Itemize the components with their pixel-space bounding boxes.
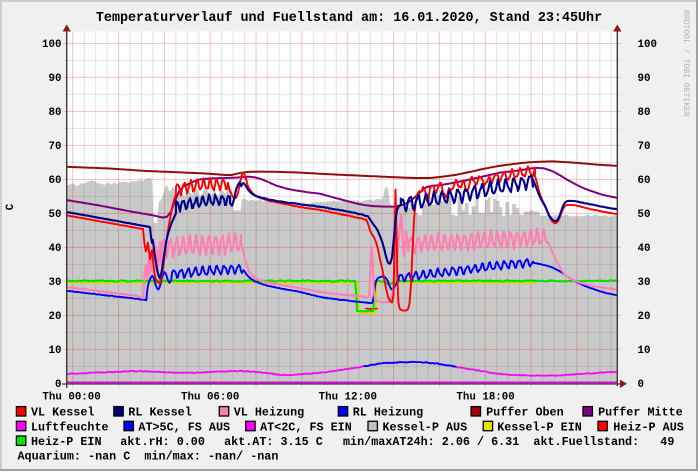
svg-text:Puffer Mitte: Puffer Mitte <box>598 406 683 420</box>
svg-text:10: 10 <box>49 345 62 357</box>
svg-text:AT>5C, FS AUS: AT>5C, FS AUS <box>138 420 230 434</box>
svg-text:Kessel-P AUS: Kessel-P AUS <box>383 420 468 434</box>
svg-text:Thu 18:00: Thu 18:00 <box>456 392 514 404</box>
svg-text:30: 30 <box>49 277 62 289</box>
svg-text:AT<2C, FS EIN: AT<2C, FS EIN <box>260 420 352 434</box>
svg-text:10: 10 <box>638 345 651 357</box>
svg-text:40: 40 <box>49 243 62 255</box>
svg-text:C: C <box>5 203 17 210</box>
svg-text:akt.AT: 3.15 C: akt.AT: 3.15 C <box>224 435 323 449</box>
svg-text:RL Heizung: RL Heizung <box>353 406 424 420</box>
svg-text:VL Heizung: VL Heizung <box>234 406 305 420</box>
svg-text:50: 50 <box>49 209 62 221</box>
svg-text:Puffer Oben: Puffer Oben <box>486 406 564 420</box>
svg-text:min/maxAT24h: 2.06 / 6.31: min/maxAT24h: 2.06 / 6.31 <box>343 435 519 449</box>
svg-text:50: 50 <box>638 209 651 221</box>
svg-text:Thu 00:00: Thu 00:00 <box>42 392 100 404</box>
svg-text:40: 40 <box>638 243 651 255</box>
svg-text:Thu 12:00: Thu 12:00 <box>319 392 377 404</box>
svg-text:Thu 06:00: Thu 06:00 <box>181 392 239 404</box>
svg-text:100: 100 <box>638 39 657 51</box>
svg-text:Heiz-P AUS: Heiz-P AUS <box>613 420 684 434</box>
svg-text:VL Kessel: VL Kessel <box>31 406 94 420</box>
svg-text:30: 30 <box>638 277 651 289</box>
svg-text:20: 20 <box>638 311 651 323</box>
svg-text:Kessel-P EIN: Kessel-P EIN <box>497 420 582 434</box>
svg-text:RRDTOOL / TOBI OETIKER: RRDTOOL / TOBI OETIKER <box>681 10 690 117</box>
svg-text:20: 20 <box>49 311 62 323</box>
svg-text:70: 70 <box>49 141 62 153</box>
svg-text:60: 60 <box>638 175 651 187</box>
svg-text:akt.rH: 0.00: akt.rH: 0.00 <box>120 435 205 449</box>
svg-text:100: 100 <box>42 39 61 51</box>
svg-text:80: 80 <box>49 107 62 119</box>
svg-text:0: 0 <box>638 379 644 391</box>
svg-text:akt.Fuellstand: 49: akt.Fuellstand: 49 <box>533 435 674 449</box>
svg-text:Aquarium: -nan C min/max: -na: Aquarium: -nan C min/max: -nan/ -nan <box>18 450 279 464</box>
svg-text:Heiz-P EIN: Heiz-P EIN <box>31 435 102 449</box>
svg-text:70: 70 <box>638 141 651 153</box>
svg-text:Luftfeuchte: Luftfeuchte <box>31 420 109 434</box>
svg-text:60: 60 <box>49 175 62 187</box>
svg-text:80: 80 <box>638 107 651 119</box>
svg-text:0: 0 <box>55 379 61 391</box>
svg-text:90: 90 <box>638 73 651 85</box>
svg-text:RL Kessel: RL Kessel <box>128 406 191 420</box>
svg-text:90: 90 <box>49 73 62 85</box>
svg-text:Temperaturverlauf und Fuellsta: Temperaturverlauf und Fuellstand am: 16.… <box>96 11 602 26</box>
